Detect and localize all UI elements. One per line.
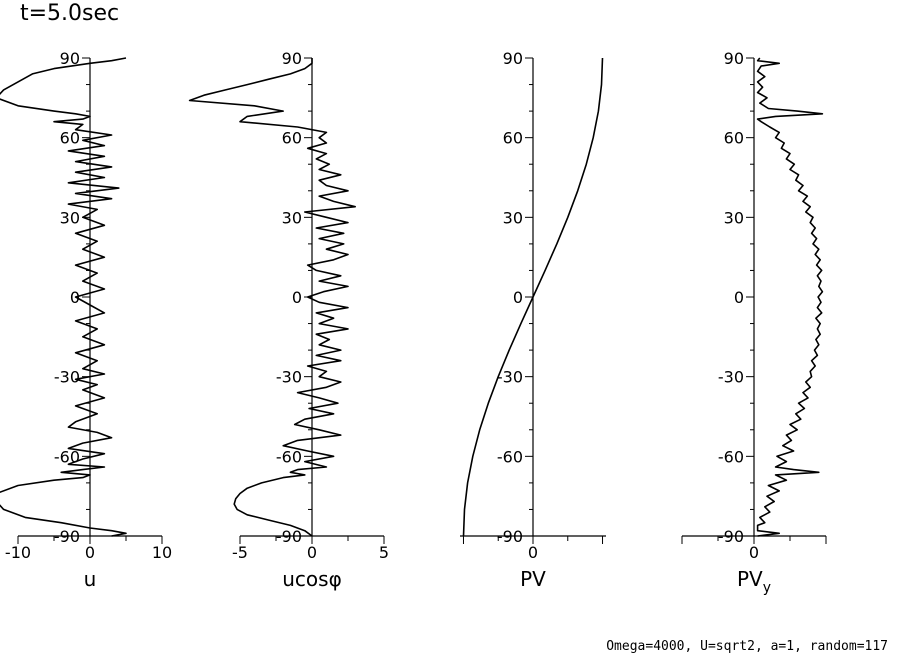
x-tick-label-u: 0 xyxy=(85,543,95,562)
x-tick-label-ucosphi: 5 xyxy=(379,543,389,562)
y-tick-label-PVy: -90 xyxy=(718,527,744,546)
y-tick-label-u: -30 xyxy=(54,368,80,387)
y-tick-label-u: 60 xyxy=(60,129,80,148)
panel-PV: -90 -60 -30 0 30 60 90 0 PV xyxy=(460,49,606,591)
x-axis-label-PVy: PVy xyxy=(737,567,771,596)
panel-ucosphi: -90 -60 -30 0 30 60 90 -5 0 5 ucosφ xyxy=(188,49,389,591)
series-line-ucosphi xyxy=(188,58,357,537)
x-tick-label-ucosphi: -5 xyxy=(232,543,248,562)
x-tick-label-PVy: 0 xyxy=(749,543,759,562)
x-axis-label-subscript-PVy: y xyxy=(763,580,771,596)
y-tick-label-PV: -30 xyxy=(497,368,523,387)
y-tick-label-PVy: 60 xyxy=(724,129,744,148)
x-axis-label-u: u xyxy=(84,567,97,591)
x-tick-label-PV: 0 xyxy=(528,543,538,562)
y-tick-label-PV: -90 xyxy=(497,527,523,546)
y-tick-label-PVy: 90 xyxy=(724,49,744,68)
y-tick-label-u: -60 xyxy=(54,447,80,466)
y-tick-label-PV: 0 xyxy=(513,288,523,307)
y-tick-label-PVy: 0 xyxy=(734,288,744,307)
figure-footer: Omega=4000, U=sqrt2, a=1, random=117 xyxy=(606,639,888,654)
y-tick-label-PV: 30 xyxy=(503,208,523,227)
y-tick-label-u: 30 xyxy=(60,208,80,227)
y-tick-label-PVy: 30 xyxy=(724,208,744,227)
y-tick-label-PVy: -30 xyxy=(718,368,744,387)
y-tick-label-ucosphi: 90 xyxy=(282,49,302,68)
y-tick-label-u: -90 xyxy=(54,527,80,546)
y-tick-label-u: 90 xyxy=(60,49,80,68)
y-tick-label-PV: 60 xyxy=(503,129,523,148)
x-axis-label-PV: PV xyxy=(520,567,546,591)
y-tick-label-ucosphi: -90 xyxy=(276,527,302,546)
panel-u: -90 -60 -30 0 30 60 90 -10 0 10 u xyxy=(0,49,172,591)
y-tick-label-ucosphi: 60 xyxy=(282,129,302,148)
y-tick-label-ucosphi: 30 xyxy=(282,208,302,227)
series-line-u xyxy=(0,57,127,537)
panel-PVy: -90 -60 -30 0 30 60 90 0 PVy xyxy=(681,49,827,596)
y-tick-label-ucosphi: 0 xyxy=(292,288,302,307)
y-tick-label-PV: -60 xyxy=(497,447,523,466)
y-tick-label-ucosphi: -30 xyxy=(276,368,302,387)
x-axis-label-ucosphi: ucosφ xyxy=(282,567,342,591)
x-tick-label-u: 10 xyxy=(152,543,172,562)
y-tick-label-PVy: -60 xyxy=(718,447,744,466)
series-line-PVy xyxy=(756,57,824,537)
series-line-PV xyxy=(462,57,604,537)
figure-title: t=5.0sec xyxy=(20,1,119,26)
y-tick-label-PV: 90 xyxy=(503,49,523,68)
y-tick-label-u: 0 xyxy=(70,288,80,307)
x-tick-label-ucosphi: 0 xyxy=(307,543,317,562)
y-tick-label-ucosphi: -60 xyxy=(276,447,302,466)
x-tick-label-u: -10 xyxy=(5,543,31,562)
